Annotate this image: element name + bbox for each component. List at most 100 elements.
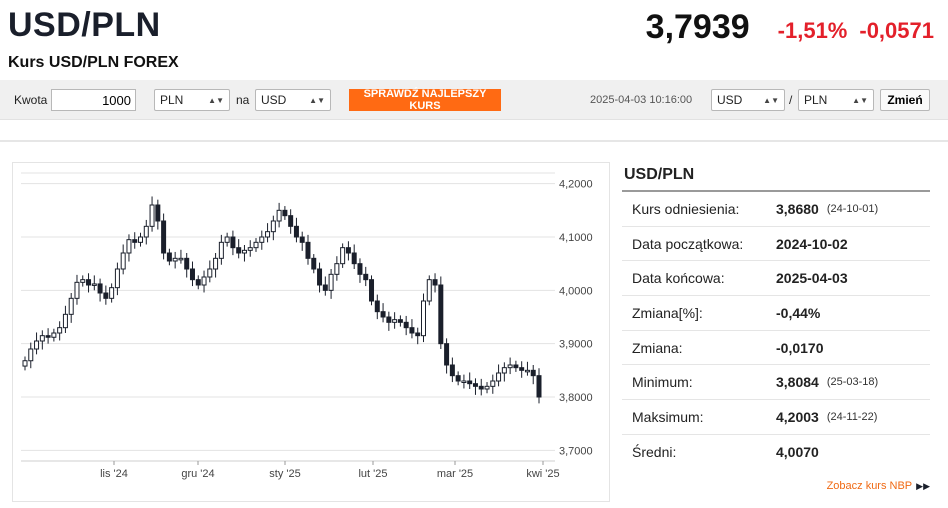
candle-body	[276, 209, 282, 222]
candle-body	[392, 319, 398, 323]
candle-body	[97, 283, 103, 294]
candle-body	[149, 204, 155, 227]
candle-body	[351, 252, 357, 265]
candle-body	[28, 348, 34, 362]
candle-body	[189, 268, 195, 281]
candle-body	[420, 300, 426, 337]
candle-body	[62, 313, 68, 329]
x-tick-label: sty '25	[269, 468, 300, 480]
candle-body	[45, 335, 51, 338]
candle-body	[288, 215, 294, 227]
candle-body	[507, 364, 513, 369]
candle-body	[143, 225, 149, 238]
candle-body	[172, 257, 178, 262]
amount-input[interactable]	[51, 89, 136, 111]
to-currency-select[interactable]: USD ▲▼	[255, 89, 331, 111]
candle-body	[444, 343, 450, 366]
candle-body	[524, 369, 530, 373]
pair-title: USD/PLN	[8, 6, 161, 44]
x-tick-label: kwi '25	[526, 468, 559, 480]
stats-title: USD/PLN	[622, 162, 930, 192]
candle-body	[403, 321, 409, 329]
y-tick-label: 4,1000	[559, 232, 593, 244]
candle-body	[386, 316, 392, 323]
content-area	[0, 140, 948, 508]
double-arrow-right-icon: ▶▶	[916, 480, 930, 491]
amount-label: Kwota	[14, 93, 48, 107]
stat-label: Kurs odniesienia:	[632, 200, 740, 217]
y-tick-label: 3,7000	[559, 445, 593, 457]
candle-body	[57, 327, 63, 334]
stat-value: 3,8084	[776, 374, 819, 391]
candle-body	[230, 236, 236, 249]
candle-body	[357, 263, 363, 275]
candle-body	[270, 220, 276, 233]
candle-body	[467, 380, 473, 385]
candle-body	[345, 247, 351, 254]
candle-body	[374, 300, 380, 313]
candle-body	[340, 247, 346, 265]
candle-body	[519, 367, 525, 371]
candle-body	[22, 360, 28, 367]
stats-row: Zmiana[%]: -0,44%	[622, 296, 930, 331]
candle-body	[120, 252, 126, 270]
candle-body	[166, 252, 172, 262]
candle-body	[397, 319, 403, 323]
change-pair-button[interactable]: Zmień	[880, 89, 930, 111]
candle-body	[184, 257, 190, 270]
x-tick-label: mar '25	[437, 468, 473, 480]
y-tick-label: 4,2000	[559, 179, 593, 191]
candle-body	[380, 311, 386, 318]
candle-body	[224, 236, 230, 243]
check-best-rate-button[interactable]: SPRAWDŹ NAJLEPSZY KURS	[349, 88, 501, 112]
y-tick-label: 3,9000	[559, 339, 593, 351]
stats-row: Maksimum: 4,2003 (24-11-22)	[622, 400, 930, 435]
candle-body	[201, 276, 207, 286]
candle-body	[293, 225, 299, 238]
candle-body	[415, 332, 421, 337]
stats-table: Kurs odniesienia: 3,8680 (24-10-01) Data p…	[622, 192, 930, 470]
pair-base-select[interactable]: USD ▲▼	[711, 89, 785, 111]
candle-body	[496, 372, 502, 382]
x-tick-label: lis '24	[100, 468, 128, 480]
candle-body	[484, 385, 490, 390]
candle-body	[449, 364, 455, 377]
select-arrows-icon: ▲▼	[309, 95, 325, 105]
stat-label: Zmiana:	[632, 339, 683, 356]
stat-date: (25-03-18)	[826, 376, 879, 389]
price-chart: 4,2000 4,1000 4,0000 3,9000 3,8000 3,7000 lis …	[12, 162, 610, 502]
candle-body	[438, 284, 444, 345]
candle-body	[513, 364, 519, 369]
from-currency-select[interactable]: PLN ▲▼	[154, 89, 230, 111]
candle-body	[426, 279, 432, 302]
candle-body	[218, 241, 224, 259]
candle-body	[334, 263, 340, 275]
stats-row: Średni: 4,0070	[622, 435, 930, 470]
candle-body	[51, 332, 57, 338]
stats-row: Kurs odniesienia: 3,8680 (24-10-01)	[622, 192, 930, 227]
stat-label: Minimum:	[632, 374, 693, 391]
change-absolute: -0,0571	[859, 18, 934, 43]
pair-base-value: USD	[717, 93, 743, 107]
nbp-rate-link[interactable]: Zobacz kurs NBP ▶▶	[827, 480, 930, 492]
candle-body	[109, 287, 115, 299]
x-tick-label: lut '25	[358, 468, 387, 480]
stats-row: Data końcowa: 2025-04-03	[622, 261, 930, 297]
page-subtitle: Kurs USD/PLN FOREX	[8, 54, 179, 71]
candle-body	[305, 241, 311, 259]
pair-quote-select[interactable]: PLN ▲▼	[798, 89, 874, 111]
slash-separator: /	[789, 93, 793, 107]
change-percent: -1,51%	[777, 18, 848, 43]
y-tick-label: 4,0000	[559, 285, 593, 297]
from-currency-value: PLN	[160, 93, 184, 107]
candle-body	[39, 335, 45, 342]
stat-date: (24-11-22)	[826, 410, 878, 423]
stat-value: 3,8680	[776, 200, 819, 217]
candle-body	[530, 369, 536, 377]
candle-body	[369, 279, 375, 302]
stat-date: (24-10-01)	[826, 202, 879, 215]
candle-body	[253, 241, 259, 249]
candle-body	[455, 375, 461, 382]
candle-body	[68, 297, 74, 315]
stat-value: 4,2003	[776, 408, 819, 425]
